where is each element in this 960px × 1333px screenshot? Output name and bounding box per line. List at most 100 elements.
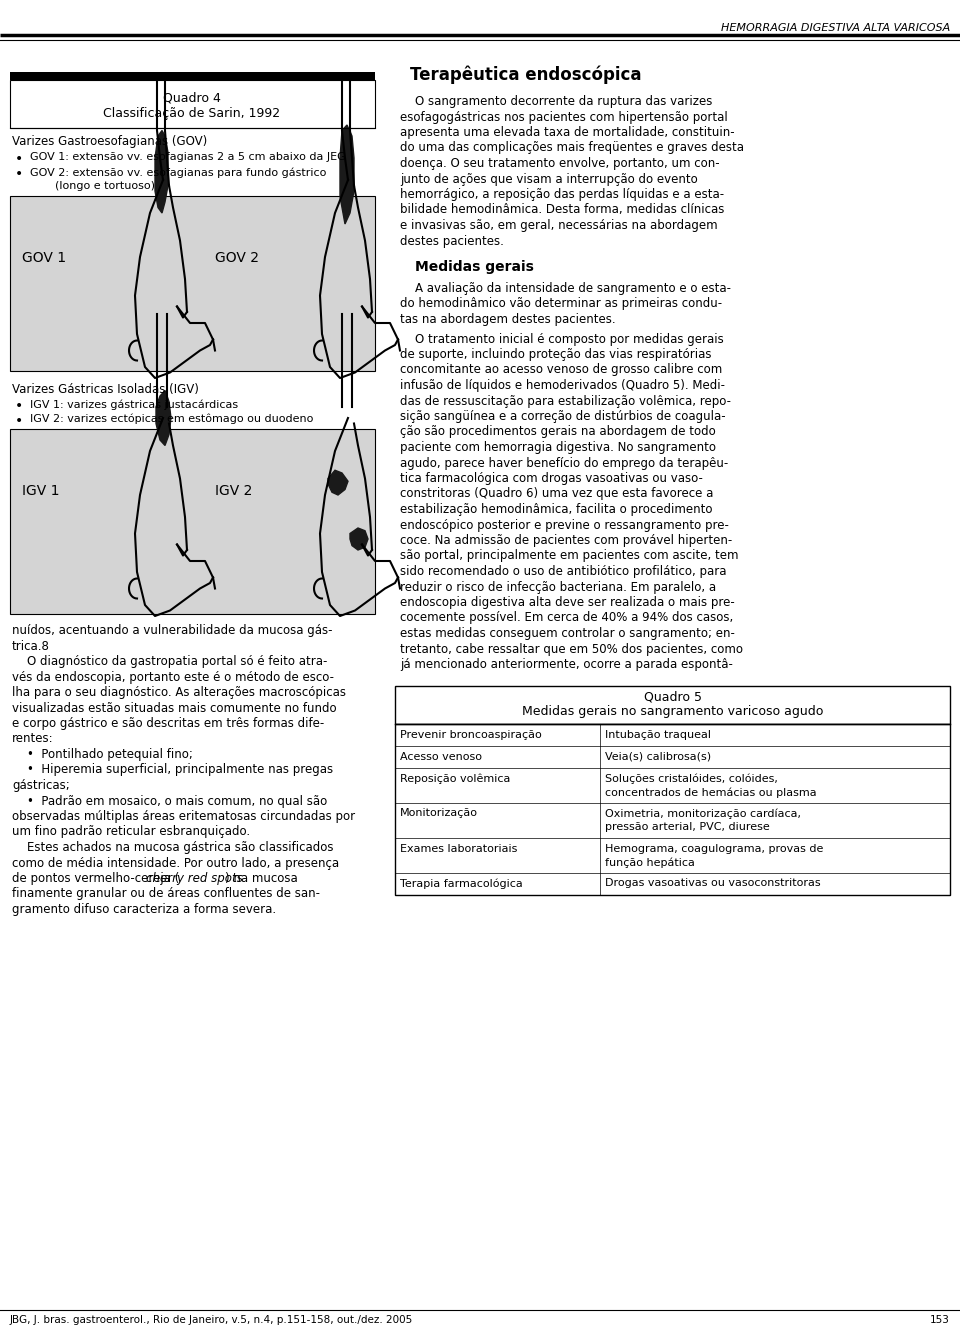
Text: IGV 1: varizes gástricas justacárdicas: IGV 1: varizes gástricas justacárdicas	[30, 399, 238, 409]
Text: do hemodinâmico vão determinar as primeiras condu-: do hemodinâmico vão determinar as primei…	[400, 297, 722, 311]
Text: tica farmacológica com drogas vasoativas ou vaso-: tica farmacológica com drogas vasoativas…	[400, 472, 703, 485]
Text: O tratamento inicial é composto por medidas gerais: O tratamento inicial é composto por medi…	[400, 332, 724, 345]
Bar	[395, 724, 950, 894]
Text: cocemente possível. Em cerca de 40% a 94% dos casos,: cocemente possível. Em cerca de 40% a 94…	[400, 612, 733, 624]
Text: concomitante ao acesso venoso de grosso calibre com: concomitante ao acesso venoso de grosso …	[400, 364, 722, 376]
Text: Reposição volêmica: Reposição volêmica	[400, 773, 511, 784]
Text: já mencionado anteriormente, ocorre a parada espontâ-: já mencionado anteriormente, ocorre a pa…	[400, 659, 732, 670]
Text: estabilização hemodinâmica, facilita o procedimento: estabilização hemodinâmica, facilita o p…	[400, 503, 712, 516]
Text: finamente granular ou de áreas confluentes de san-: finamente granular ou de áreas confluent…	[12, 888, 320, 901]
Text: A avaliação da intensidade de sangramento e o esta-: A avaliação da intensidade de sangrament…	[400, 283, 731, 295]
Text: sição sangüínea e a correção de distúrbios de coagula-: sição sangüínea e a correção de distúrbi…	[400, 411, 726, 423]
Text: das de ressuscitação para estabilização volêmica, repo-: das de ressuscitação para estabilização …	[400, 395, 731, 408]
Bar	[395, 724, 950, 745]
Bar	[395, 873, 950, 894]
Text: •  Padrão em mosaico, o mais comum, no qual são: • Padrão em mosaico, o mais comum, no qu…	[12, 794, 327, 808]
Text: •  Pontilhado petequial fino;: • Pontilhado petequial fino;	[12, 748, 193, 761]
Bar	[395, 745, 950, 768]
Text: GOV 1: extensão vv. esofagianas 2 a 5 cm abaixo da JEG: GOV 1: extensão vv. esofagianas 2 a 5 cm…	[30, 152, 346, 163]
Text: gramento difuso caracteriza a forma severa.: gramento difuso caracteriza a forma seve…	[12, 902, 276, 916]
Text: rentes:: rentes:	[12, 733, 54, 745]
Polygon shape	[340, 125, 354, 224]
Text: O sangramento decorrente da ruptura das varizes: O sangramento decorrente da ruptura das …	[400, 95, 712, 108]
Text: de pontos vermelho-cereja (: de pontos vermelho-cereja (	[12, 872, 180, 885]
Text: Varizes Gástricas Isoladas (IGV): Varizes Gástricas Isoladas (IGV)	[12, 383, 199, 396]
Polygon shape	[328, 471, 348, 495]
Text: JBG, J. bras. gastroenterol., Rio de Janeiro, v.5, n.4, p.151-158, out./dez. 200: JBG, J. bras. gastroenterol., Rio de Jan…	[10, 1314, 413, 1325]
Text: endoscopia digestiva alta deve ser realizada o mais pre-: endoscopia digestiva alta deve ser reali…	[400, 596, 734, 609]
Text: destes pacientes.: destes pacientes.	[400, 235, 504, 248]
Text: Drogas vasoativas ou vasoconstritoras: Drogas vasoativas ou vasoconstritoras	[606, 878, 821, 889]
Text: GOV 1: GOV 1	[22, 251, 66, 265]
Text: Estes achados na mucosa gástrica são classificados: Estes achados na mucosa gástrica são cla…	[12, 841, 333, 854]
Text: sido recomendado o uso de antibiótico profilático, para: sido recomendado o uso de antibiótico pr…	[400, 565, 727, 579]
Text: esofagogástricas nos pacientes com hipertensão portal: esofagogástricas nos pacientes com hiper…	[400, 111, 728, 124]
Bar	[395, 768, 950, 802]
Text: Medidas gerais: Medidas gerais	[415, 260, 534, 275]
Text: tas na abordagem destes pacientes.: tas na abordagem destes pacientes.	[400, 313, 615, 327]
Text: GOV 2: GOV 2	[215, 251, 259, 265]
Text: IGV 2: varizes ectópicas em estômago ou duodeno: IGV 2: varizes ectópicas em estômago ou …	[30, 415, 313, 424]
Text: Quadro 4: Quadro 4	[163, 92, 221, 104]
Text: um fino padrão reticular esbranquiçado.: um fino padrão reticular esbranquiçado.	[12, 825, 251, 838]
Text: Intubação traqueal: Intubação traqueal	[606, 729, 711, 740]
Text: bilidade hemodinâmica. Desta forma, medidas clínicas: bilidade hemodinâmica. Desta forma, medi…	[400, 204, 725, 216]
Text: •  Hiperemia superficial, principalmente nas pregas: • Hiperemia superficial, principalmente …	[12, 764, 333, 777]
Text: cherry red spots: cherry red spots	[146, 872, 242, 885]
Text: como de média intensidade. Por outro lado, a presença: como de média intensidade. Por outro lad…	[12, 857, 339, 869]
Text: observadas múltiplas áreas eritematosas circundadas por: observadas múltiplas áreas eritematosas …	[12, 810, 355, 822]
Text: Hemograma, coagulograma, provas de: Hemograma, coagulograma, provas de	[606, 844, 824, 853]
Text: infusão de líquidos e hemoderivados (Quadro 5). Medi-: infusão de líquidos e hemoderivados (Qua…	[400, 379, 725, 392]
Text: de suporte, incluindo proteção das vias respiratórias: de suporte, incluindo proteção das vias …	[400, 348, 711, 361]
Text: Terapêutica endoscópica: Terapêutica endoscópica	[410, 65, 641, 84]
Text: GOV 2: extensão vv. esofagianas para fundo gástrico: GOV 2: extensão vv. esofagianas para fun…	[30, 167, 326, 177]
Text: •: •	[15, 415, 23, 428]
Text: Acesso venoso: Acesso venoso	[400, 752, 482, 761]
Polygon shape	[155, 131, 168, 213]
Text: e corpo gástrico e são descritas em três formas dife-: e corpo gástrico e são descritas em três…	[12, 717, 324, 730]
Text: coce. Na admissão de pacientes com provável hiperten-: coce. Na admissão de pacientes com prová…	[400, 535, 732, 547]
Text: junto de ações que visam a interrupção do evento: junto de ações que visam a interrupção d…	[400, 172, 698, 185]
Bar	[10, 80, 375, 128]
Text: hemorrágico, a reposição das perdas líquidas e a esta-: hemorrágico, a reposição das perdas líqu…	[400, 188, 724, 201]
Polygon shape	[156, 391, 171, 445]
Text: reduzir o risco de infecção bacteriana. Em paralelo, a: reduzir o risco de infecção bacteriana. …	[400, 580, 716, 593]
Text: Prevenir broncoaspiração: Prevenir broncoaspiração	[400, 729, 541, 740]
Text: nuídos, acentuando a vulnerabilidade da mucosa gás-: nuídos, acentuando a vulnerabilidade da …	[12, 624, 332, 637]
Text: endoscópico posterior e previne o ressangramento pre-: endoscópico posterior e previne o ressan…	[400, 519, 729, 532]
Text: Veia(s) calibrosa(s): Veia(s) calibrosa(s)	[606, 752, 711, 761]
Text: pressão arterial, PVC, diurese: pressão arterial, PVC, diurese	[606, 822, 770, 833]
Text: •: •	[15, 152, 23, 167]
Text: vés da endoscopia, portanto este é o método de esco-: vés da endoscopia, portanto este é o mét…	[12, 670, 334, 684]
Bar	[10, 84, 375, 88]
Text: e invasivas são, em geral, necessárias na abordagem: e invasivas são, em geral, necessárias n…	[400, 219, 718, 232]
Text: Soluções cristalóides, colóides,: Soluções cristalóides, colóides,	[606, 773, 779, 784]
Bar	[10, 72, 375, 80]
Bar	[395, 837, 950, 873]
Text: gástricas;: gástricas;	[12, 778, 70, 792]
Text: doença. O seu tratamento envolve, portanto, um con-: doença. O seu tratamento envolve, portan…	[400, 157, 720, 171]
Text: •: •	[15, 167, 23, 181]
Text: Medidas gerais no sangramento varicoso agudo: Medidas gerais no sangramento varicoso a…	[522, 705, 823, 718]
Text: Oximetria, monitorização cardíaca,: Oximetria, monitorização cardíaca,	[606, 809, 802, 818]
Text: apresenta uma elevada taxa de mortalidade, constituin-: apresenta uma elevada taxa de mortalidad…	[400, 127, 734, 139]
Text: Exames laboratoriais: Exames laboratoriais	[400, 844, 517, 853]
Text: concentrados de hemácias ou plasma: concentrados de hemácias ou plasma	[606, 788, 817, 798]
Text: agudo, parece haver benefício do emprego da terapêu-: agudo, parece haver benefício do emprego…	[400, 456, 729, 469]
Text: HEMORRAGIA DIGESTIVA ALTA VARICOSA: HEMORRAGIA DIGESTIVA ALTA VARICOSA	[721, 23, 950, 33]
Text: Varizes Gastroesofagianas (GOV): Varizes Gastroesofagianas (GOV)	[12, 135, 207, 148]
Polygon shape	[350, 528, 368, 551]
Text: O diagnóstico da gastropatia portal só é feito atra-: O diagnóstico da gastropatia portal só é…	[12, 655, 327, 668]
Text: função hepática: função hepática	[606, 857, 695, 868]
Bar	[10, 196, 375, 371]
Text: visualizadas estão situadas mais comumente no fundo: visualizadas estão situadas mais comumen…	[12, 701, 337, 714]
Text: são portal, principalmente em pacientes com ascite, tem: são portal, principalmente em pacientes …	[400, 549, 738, 563]
Text: trica.8: trica.8	[12, 640, 50, 652]
Text: tretanto, cabe ressaltar que em 50% dos pacientes, como: tretanto, cabe ressaltar que em 50% dos …	[400, 643, 743, 656]
Text: (longo e tortuoso): (longo e tortuoso)	[55, 181, 155, 191]
Text: estas medidas conseguem controlar o sangramento; en-: estas medidas conseguem controlar o sang…	[400, 627, 734, 640]
Text: paciente com hemorragia digestiva. No sangramento: paciente com hemorragia digestiva. No sa…	[400, 441, 716, 455]
Text: Monitorização: Monitorização	[400, 809, 478, 818]
Text: constritoras (Quadro 6) uma vez que esta favorece a: constritoras (Quadro 6) uma vez que esta…	[400, 488, 713, 500]
Text: ) na mucosa: ) na mucosa	[225, 872, 298, 885]
